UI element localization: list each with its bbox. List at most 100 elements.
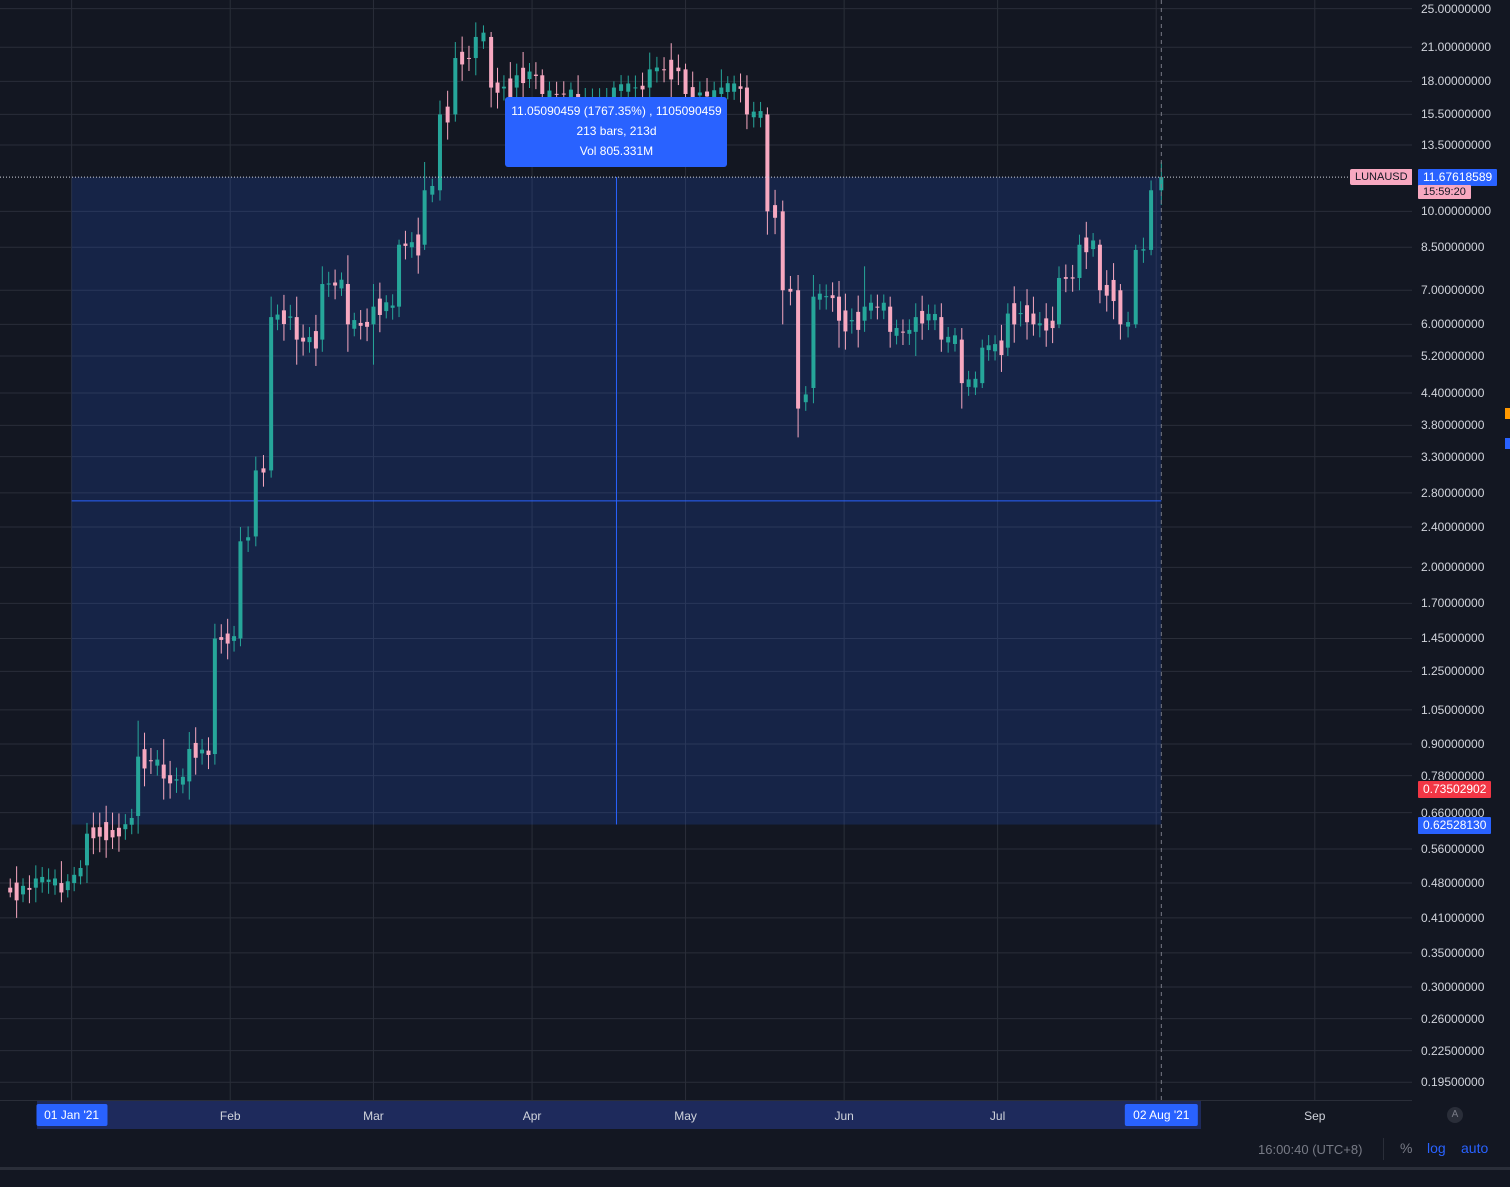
candle-body [920,310,925,324]
candle-body [547,90,552,98]
candle-body [365,321,370,327]
candle-body [669,59,674,80]
candle-body [1063,277,1068,279]
auto-scale-circle-icon[interactable]: A [1447,1107,1463,1123]
candle-body [437,114,442,191]
candle-body [1070,277,1075,279]
time-tick-label: Sep [1304,1109,1326,1123]
time-end-badge: 02 Aug '21 [1125,1104,1198,1126]
candle-body [281,310,286,325]
percent-scale-button[interactable]: % [1400,1140,1413,1156]
candle-body [1057,277,1061,325]
candle-body [514,75,519,88]
candle-body [619,84,624,91]
candle-body [180,776,185,785]
candle-body [856,311,861,330]
candle-body [527,71,532,80]
candlestick-chart[interactable] [0,0,1412,1100]
candle-body [633,87,638,89]
candle-body [473,36,478,59]
bottom-toolbar: 16:00:40 (UTC+8) % log auto [0,1130,1510,1187]
price-tick-label: 3.80000000 [1421,418,1485,433]
price-tick-label: 0.26000000 [1421,1011,1485,1026]
candle-body [1141,249,1146,251]
candle-body [384,302,389,312]
price-tick-label: 2.40000000 [1421,520,1485,535]
price-tick-label: 3.30000000 [1421,449,1485,464]
time-tick-label: Mar [363,1109,384,1123]
candle-body [626,83,631,92]
candle-body [732,83,737,92]
price-tick-label: 5.20000000 [1421,349,1485,363]
time-tick-label: Apr [522,1109,542,1123]
price-tick-label: 0.22500000 [1421,1043,1485,1058]
candle-body [888,306,893,332]
candle-body [352,320,357,329]
candle-body [489,36,494,88]
candle-body [193,742,198,758]
candle-body [533,74,538,76]
candle-body [1084,237,1089,253]
candle-body [843,310,848,332]
symbol-tag: LUNAUSD [1350,169,1412,186]
candle-body [837,296,842,321]
countdown-badge: 15:59:20 [1418,185,1471,200]
candle-body [501,86,506,89]
candle-body [712,90,717,98]
candle-body [246,537,251,541]
candle-body [697,92,702,96]
candle-body [358,322,363,326]
candle-body [371,306,376,325]
candle-body [97,827,102,837]
candle-body [91,827,96,839]
candle-body [561,93,566,95]
price-tick-label: 1.25000000 [1421,664,1485,679]
candle-body [460,51,465,65]
candle-body [744,87,749,115]
measure-change: 11.05090459 (1767.35%) , 1105090459 [511,104,722,119]
price-tick-label: 4.40000000 [1421,385,1485,400]
price-tick-label: 1.70000000 [1421,596,1485,611]
auto-scale-button[interactable]: auto [1461,1140,1489,1156]
candle-body [409,242,414,248]
candle-body [662,69,667,71]
clock: 16:00:40 (UTC+8) [1258,1142,1363,1157]
candle-body [1097,244,1102,291]
candle-body [116,827,121,837]
candle-body [811,296,816,388]
price-tick-label: 0.56000000 [1421,841,1485,856]
candle-body [999,340,1004,356]
time-start-badge: 01 Jan '21 [36,1104,108,1126]
candle-body [377,298,382,315]
candle-body [946,336,951,343]
candle-body [788,288,793,292]
candle-body [1118,290,1123,325]
candle-body [294,317,299,340]
candle-body [939,317,944,340]
candle-body [123,824,128,830]
status-divider [0,1167,1510,1170]
price-tick-label: 0.78000000 [1421,768,1485,783]
candle-body [738,86,743,89]
candle-body [900,331,905,333]
chart-area[interactable]: 11.05090459 (1767.35%) , 1105090459 213 … [0,0,1412,1100]
candle-body [466,57,471,59]
log-scale-button[interactable]: log [1427,1140,1446,1156]
candle-body [14,882,19,901]
candle-body [803,394,808,403]
candle-body [690,87,695,102]
candle-body [986,345,991,351]
candle-body [453,58,458,115]
price-axis[interactable]: 25.00000000 21.00000000 18.00000000 15.5000… [1412,0,1500,1100]
candle-body [445,106,450,123]
measure-time-range [36,1101,1202,1129]
candle-body [796,290,801,409]
candle-body [397,244,402,307]
candle-body [495,82,500,93]
candle-body [966,379,971,387]
candle-body [1126,322,1131,327]
price-tick-label: 2.80000000 [1421,485,1485,500]
candle-body [1037,323,1042,326]
candle-body [46,879,51,882]
time-axis[interactable]: Feb Mar Apr May Jun Jul Sep 01 Jan '21 02 Aug '2… [0,1100,1412,1131]
